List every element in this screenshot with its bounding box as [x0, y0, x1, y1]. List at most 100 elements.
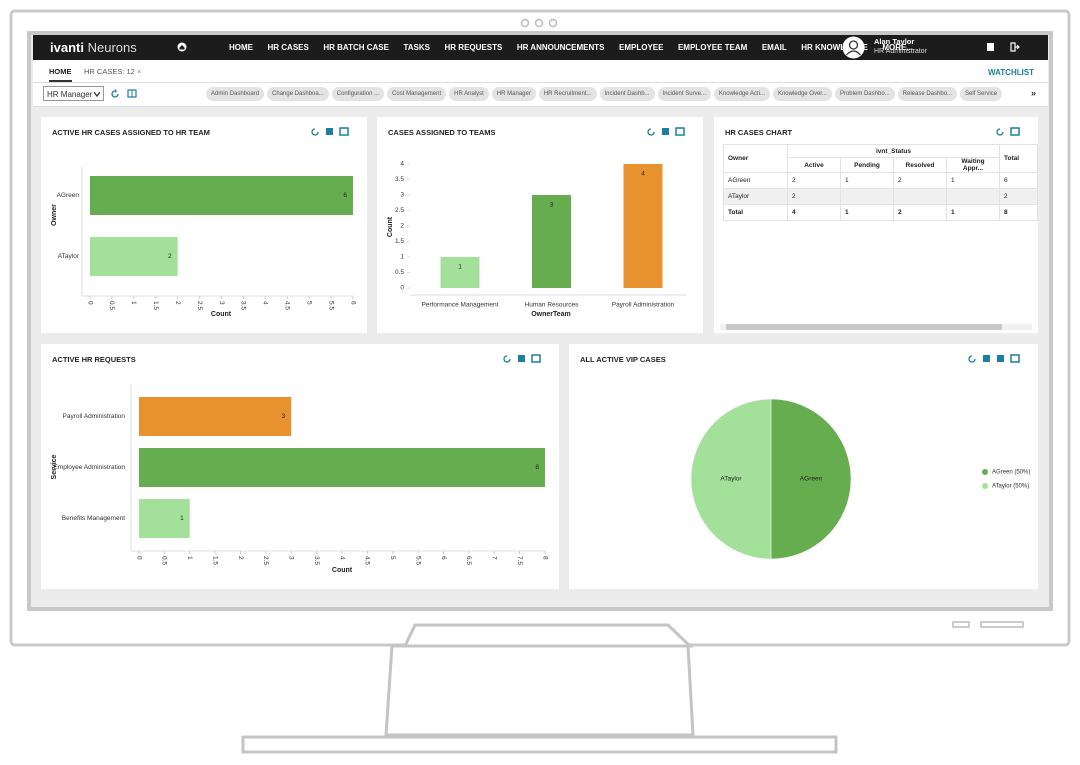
panel-action-icon[interactable]	[326, 128, 333, 135]
x-tick-label: 5	[389, 556, 396, 560]
nav-item[interactable]: HR KNOWLEDGE	[801, 43, 868, 52]
panel-action-icon[interactable]	[1010, 127, 1020, 136]
bar-value-label: 1	[458, 264, 462, 271]
panel-action-icon[interactable]	[968, 355, 976, 363]
nav-item[interactable]: MORE...	[882, 43, 914, 52]
bar[interactable]	[623, 164, 663, 288]
nav-item[interactable]: HR CASES	[267, 43, 309, 52]
tab-home[interactable]: HOME	[49, 67, 72, 82]
slice-label: ATaylor	[720, 476, 742, 483]
dashboard-chip[interactable]: Incident Surve...	[657, 87, 711, 101]
panel-title: HR CASES CHART	[725, 128, 793, 137]
bar[interactable]	[532, 195, 571, 288]
nav-item[interactable]: HR ANNOUNCEMENTS	[516, 43, 605, 52]
dashboard-chip[interactable]: Release Dashbo...	[897, 87, 958, 101]
panel-action-icon[interactable]	[311, 128, 319, 136]
role-select[interactable]: HR Manager	[43, 86, 104, 101]
layout-icon[interactable]	[127, 89, 137, 99]
chart-panel: 0 0.5 1 1.5 2 2.5 3 3.5 4 4.5 5 5.5 6 6 AGreen 2 ATaylor…	[41, 117, 367, 333]
user-name: Alan Taylor	[874, 37, 915, 46]
tab-hr-cases[interactable]: HR CASES: 12 ×	[84, 67, 141, 76]
panel-action-icon[interactable]	[983, 355, 990, 362]
tab-close[interactable]: ×	[136, 67, 142, 76]
watchlist[interactable]: WATCHLIST	[988, 68, 1035, 77]
dashboard-chip[interactable]: Admin Dashboard	[206, 87, 265, 101]
scrollbar[interactable]	[720, 324, 1032, 330]
chart: 0 0.5 1 1.5 2 2.5 3 3.5 4 1 Performance Management…	[387, 161, 687, 318]
user-avatar[interactable]	[842, 36, 865, 59]
nav-item[interactable]: TASKS	[403, 43, 431, 52]
dashboard-chip[interactable]: HR Manager	[491, 87, 536, 101]
bar[interactable]	[440, 257, 480, 288]
x-tick-label: 6.5	[465, 556, 472, 565]
table-cell: AGreen	[723, 172, 788, 189]
home-icon[interactable]	[177, 42, 187, 52]
logout-icon[interactable]	[1010, 42, 1020, 52]
more-dashboards[interactable]: »	[1031, 88, 1037, 98]
dashboard-chip[interactable]: Knowledge Over...	[772, 87, 832, 101]
icon-shape	[518, 355, 525, 362]
table-cell: 2	[999, 188, 1038, 205]
help-icon[interactable]	[986, 42, 996, 52]
product-name: Neurons	[87, 40, 137, 55]
table-row: Total 4 1 2 1 8	[723, 204, 1038, 221]
x-axis-title: OwnerTeam	[531, 311, 571, 318]
x-tick-label: 3	[288, 556, 295, 560]
user-role: HR Administrator	[874, 48, 927, 55]
table-row: AGreen 2 1 2 1 6	[723, 172, 1038, 189]
nav-item[interactable]: HOME	[229, 43, 253, 52]
x-tick-label: 0.5	[161, 556, 168, 565]
nav-menu: HOME HR CASES HR BATCH CASE TASKS HR REQUEST…	[229, 35, 913, 60]
bar[interactable]	[139, 499, 190, 538]
panel-action-icon[interactable]	[1010, 354, 1020, 363]
table-cell: 1	[840, 172, 894, 189]
dashboard-chip[interactable]: Cost Management	[387, 87, 447, 101]
tab-label: HR CASES: 12	[84, 67, 135, 76]
panel-actions	[968, 354, 1020, 363]
nav-item[interactable]: HR BATCH CASE	[323, 43, 389, 52]
panel-action-icon[interactable]	[675, 127, 685, 136]
tab-bar: HOME HR CASES: 12 × WATCHLIST	[33, 60, 1048, 83]
pie-slice[interactable]	[770, 398, 852, 560]
dashboard-chip[interactable]: Self Service	[960, 87, 1003, 101]
column-header: Pending	[840, 157, 894, 173]
nav-item[interactable]: EMPLOYEE	[619, 43, 664, 52]
panel-action-icon[interactable]	[531, 354, 541, 363]
dashboard-chip[interactable]: HR Recruitment...	[538, 87, 597, 101]
panel-action-icon[interactable]	[503, 355, 511, 363]
header-row: Owner ivnt_Status Total	[723, 144, 1038, 173]
x-tick-label: 2	[174, 301, 181, 305]
dashboard-chip[interactable]: Problem Dashbo...	[834, 87, 895, 101]
nav-item[interactable]: EMPLOYEE TEAM	[677, 43, 748, 52]
toolbar: HR Manager Admin Dashboard Change Dashboa…	[33, 83, 1048, 107]
nav-item[interactable]: HR REQUESTS	[444, 43, 503, 52]
panel-action-icon[interactable]	[518, 355, 525, 362]
icon-shape	[531, 354, 541, 363]
dashboard-chip[interactable]: Knowledge Acti...	[713, 87, 770, 101]
table-cell	[840, 188, 894, 205]
bar[interactable]	[139, 397, 292, 436]
chart: 0 0.5 1 1.5 2 2.5 3 3.5 4 4.5 5 5.5 6 6 AGreen 2 ATaylor…	[51, 167, 356, 318]
bar[interactable]	[90, 237, 178, 276]
panel-action-icon[interactable]	[647, 128, 655, 136]
nav-item[interactable]: EMAIL	[761, 43, 787, 52]
dashboard-chip[interactable]: Change Dashboa...	[267, 87, 329, 101]
dashboard-chip[interactable]: Configuration ...	[331, 87, 385, 101]
panel-action-icon[interactable]	[997, 355, 1004, 362]
scroll-thumb[interactable]	[726, 324, 1002, 330]
dashboard-chip[interactable]: Incident Dashb...	[599, 87, 655, 101]
panel-actions	[503, 354, 541, 363]
table-cell: 4	[787, 204, 841, 221]
panel-action-icon[interactable]	[662, 128, 669, 135]
panel-action-icon[interactable]	[339, 127, 349, 136]
dashboard-chip[interactable]: HR Analyst	[449, 87, 489, 101]
bar[interactable]	[139, 448, 545, 487]
bar[interactable]	[90, 176, 353, 215]
table-cell: 2	[787, 188, 841, 205]
bar-value-label: 3	[282, 413, 286, 420]
pie-slice[interactable]	[690, 398, 772, 560]
refresh-icon[interactable]	[110, 89, 120, 99]
panel-action-icon[interactable]	[996, 128, 1004, 136]
bar-value-label: 1	[180, 515, 184, 522]
brand[interactable]: ivanti Neurons	[50, 40, 137, 55]
